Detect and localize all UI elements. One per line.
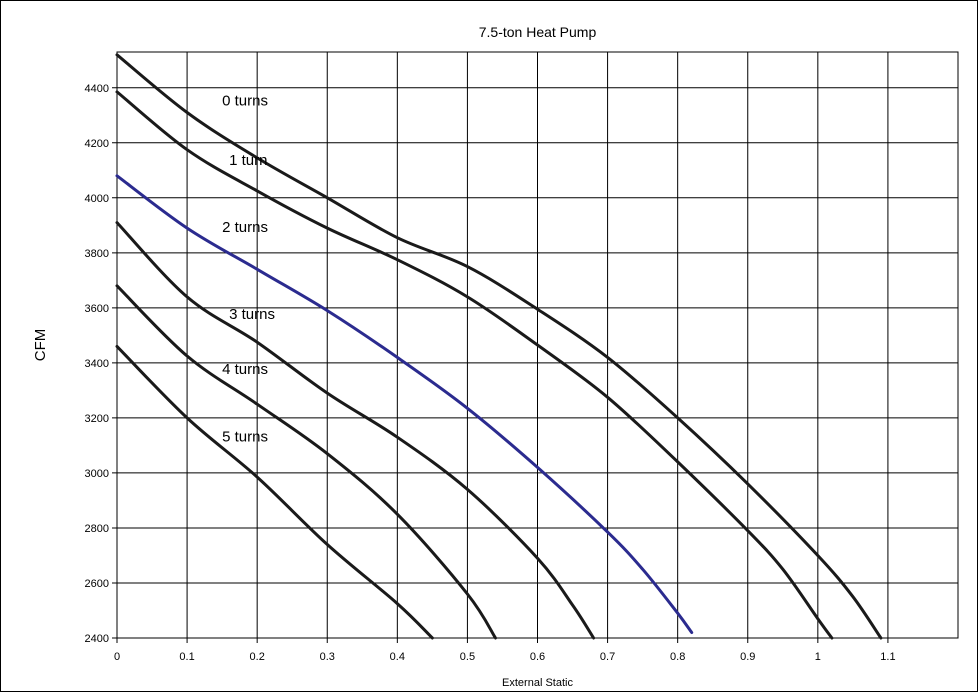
- y-tick-label: 4000: [85, 193, 109, 205]
- x-tick-label: 0.9: [740, 651, 755, 663]
- y-tick-label: 3000: [85, 468, 109, 480]
- x-tick-label: 0.2: [250, 651, 265, 663]
- series-group: [115, 53, 883, 640]
- series-line-5-turns: [115, 344, 434, 640]
- series-line-2-turns: [115, 174, 694, 634]
- x-tick-label: 0.6: [530, 651, 545, 663]
- x-tick-label: 0.8: [670, 651, 685, 663]
- x-tick-label: 0.1: [179, 651, 194, 663]
- y-tick-label: 3200: [85, 413, 109, 425]
- x-tick-label: 0.5: [460, 651, 475, 663]
- series-line-0-turns: [115, 53, 883, 640]
- series-line-1-turn: [115, 90, 834, 640]
- x-tick-label: 1: [815, 651, 821, 663]
- y-tick-label: 3600: [85, 303, 109, 315]
- y-axis-ticks: 2400 2600 2800 3000 3200 3400 3600 3800 4000 4200…: [85, 83, 109, 645]
- x-tick-label: 0.4: [390, 651, 405, 663]
- series-label-0-turns: 0 turns: [222, 93, 268, 110]
- y-tick-label: 2600: [85, 578, 109, 590]
- series-label-3-turns: 3 turns: [229, 306, 275, 323]
- y-axis-label: CFM: [32, 329, 49, 362]
- y-tick-label: 3800: [85, 248, 109, 260]
- x-tick-label: 1.1: [880, 651, 895, 663]
- y-tick-label: 4400: [85, 83, 109, 95]
- series-label-2-turns: 2 turns: [222, 219, 268, 236]
- y-tick-label: 2400: [85, 633, 109, 645]
- x-axis-label: External Static: [502, 677, 573, 689]
- chart-title: 7.5-ton Heat Pump: [479, 24, 597, 40]
- series-labels: 0 turns 1 turn 2 turns 3 turns 4 turns 5 turn…: [222, 93, 275, 446]
- y-tick-label: 2800: [85, 523, 109, 535]
- grid: [112, 51, 959, 643]
- y-tick-label: 3400: [85, 358, 109, 370]
- series-line-3-turns: [115, 221, 596, 640]
- x-tick-label: 0.7: [600, 651, 615, 663]
- x-tick-label: 0.3: [320, 651, 335, 663]
- series-label-4-turns: 4 turns: [222, 361, 268, 378]
- y-tick-label: 4200: [85, 138, 109, 150]
- x-axis-ticks: 0 0.1 0.2 0.3 0.4 0.5 0.6 0.7 0.8 0.9 1 1.1: [114, 651, 896, 663]
- x-tick-label: 0: [114, 651, 120, 663]
- series-label-1-turn: 1 turn: [229, 152, 267, 169]
- series-label-5-turns: 5 turns: [222, 428, 268, 445]
- series-line-4-turns: [115, 284, 497, 640]
